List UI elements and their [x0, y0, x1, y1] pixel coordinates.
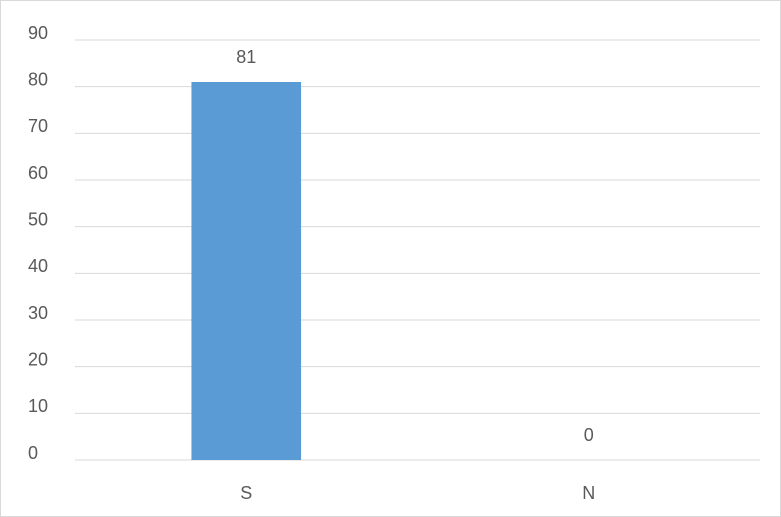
x-tick-label: S	[240, 483, 252, 503]
x-tick-label: N	[582, 483, 595, 503]
y-tick-label: 90	[28, 23, 48, 43]
data-label: 81	[236, 47, 256, 67]
bar	[191, 82, 302, 460]
y-tick-label: 60	[28, 163, 48, 183]
y-tick-label: 10	[28, 396, 48, 416]
data-label: 0	[584, 425, 594, 445]
y-tick-label: 50	[28, 209, 48, 229]
y-tick-label: 70	[28, 116, 48, 136]
y-tick-label: 0	[28, 443, 38, 463]
y-tick-label: 40	[28, 256, 48, 276]
y-tick-label: 20	[28, 349, 48, 369]
y-tick-label: 30	[28, 303, 48, 323]
y-tick-label: 80	[28, 69, 48, 89]
